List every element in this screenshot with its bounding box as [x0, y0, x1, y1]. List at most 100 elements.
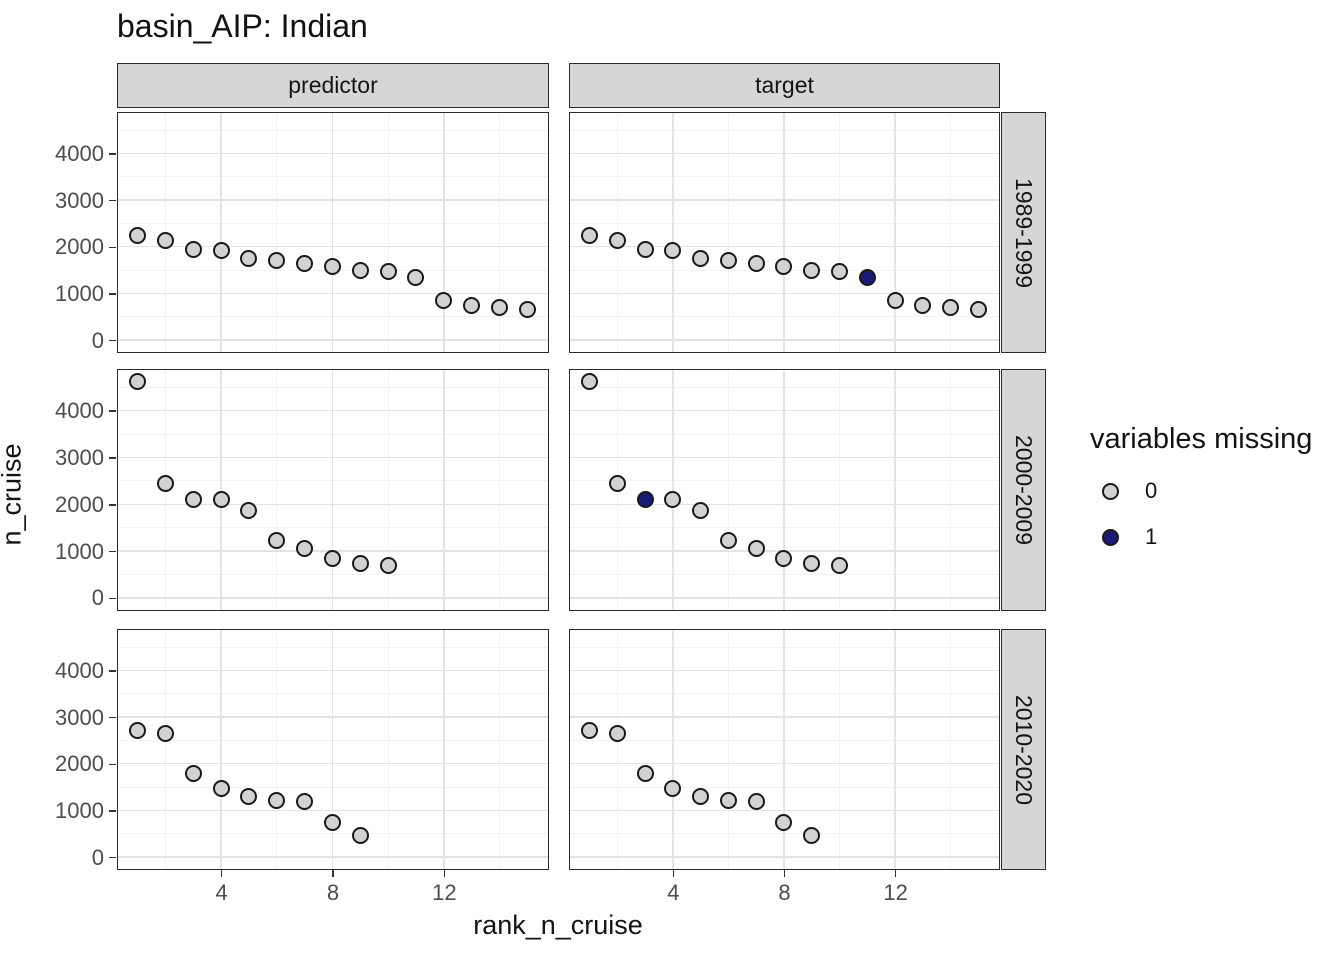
- data-point-missing-0: [803, 826, 821, 844]
- y-tick-mark: [109, 339, 116, 342]
- data-point-missing-0: [323, 550, 341, 568]
- grid-line-minor: [164, 630, 166, 869]
- data-point-missing-0: [719, 251, 737, 269]
- y-tick-mark: [109, 410, 116, 412]
- data-point-missing-0: [351, 261, 369, 279]
- grid-line-minor: [838, 630, 840, 869]
- grid-line-major: [672, 113, 674, 352]
- grid-line-major: [894, 370, 896, 610]
- y-tick-mark: [109, 597, 116, 600]
- data-point-missing-0: [240, 502, 258, 520]
- y-tick-label: 0: [91, 844, 104, 870]
- data-point-missing-0: [580, 722, 598, 740]
- facet-row-strip-label: 2010-2020: [1011, 694, 1037, 805]
- y-tick-mark: [109, 246, 116, 249]
- data-point-missing-0: [184, 764, 202, 782]
- grid-line-minor: [498, 113, 500, 352]
- data-point-missing-0: [128, 226, 146, 244]
- data-point-missing-0: [969, 300, 987, 318]
- data-point-missing-0: [490, 299, 508, 317]
- y-tick-label: 1000: [55, 538, 104, 564]
- data-point-missing-0: [719, 792, 737, 810]
- facet-panel: [569, 629, 1000, 870]
- grid-line-minor: [498, 370, 500, 610]
- grid-line-major: [220, 370, 222, 610]
- legend-item-0: 0: [1102, 474, 1340, 508]
- data-point-missing-0: [463, 297, 481, 315]
- grid-line-major: [672, 630, 674, 869]
- facet-panel: [117, 629, 549, 870]
- y-tick-label: 3000: [55, 704, 104, 730]
- legend-item-1: 1: [1102, 520, 1340, 554]
- grid-line-minor: [950, 370, 952, 610]
- grid-line-minor: [387, 630, 389, 869]
- data-point-missing-0: [775, 550, 793, 568]
- legend-item-label: 0: [1145, 478, 1158, 503]
- y-tick-label: 4000: [55, 398, 104, 424]
- data-point-missing-0: [692, 249, 710, 267]
- y-tick-label: 3000: [55, 445, 104, 471]
- grid-line-major: [783, 370, 785, 610]
- data-point-missing-0: [379, 263, 397, 281]
- data-point-missing-0: [803, 554, 821, 572]
- grid-line-minor: [838, 370, 840, 610]
- x-tick-label: 12: [432, 880, 457, 905]
- data-point-missing-0: [775, 258, 793, 276]
- facet-column-strip-label: target: [755, 72, 814, 98]
- data-point-missing-0: [608, 475, 626, 493]
- data-point-missing-0: [184, 241, 202, 259]
- x-tick-label: 12: [883, 880, 908, 905]
- facet-panel: [117, 112, 549, 353]
- grid-line-major: [443, 113, 445, 352]
- data-point-missing-0: [184, 490, 202, 508]
- data-point-missing-0: [803, 261, 821, 279]
- x-tick-mark: [783, 870, 786, 877]
- facet-panel: [569, 112, 1000, 353]
- data-point-missing-0: [296, 793, 314, 811]
- data-point-missing-0: [747, 254, 765, 272]
- data-point-missing-0: [212, 780, 230, 798]
- facet-row-strip-2010-2020: 2010-2020: [1001, 629, 1046, 870]
- data-point-missing-0: [156, 475, 174, 493]
- y-tick-mark: [109, 457, 116, 459]
- data-point-missing-0: [692, 787, 710, 805]
- facet-column-strip-predictor: predictor: [117, 63, 549, 108]
- data-point-missing-0: [435, 292, 453, 310]
- y-tick-label: 4000: [55, 658, 104, 684]
- y-tick-mark: [109, 504, 116, 506]
- y-tick-label: 3000: [55, 187, 104, 213]
- data-point-missing-0: [268, 251, 286, 269]
- data-point-missing-0: [664, 491, 682, 509]
- x-tick-label: 8: [778, 880, 791, 905]
- data-point-missing-1: [858, 269, 876, 287]
- grid-line-minor: [727, 113, 729, 352]
- data-point-missing-0: [580, 226, 598, 244]
- x-tick-label: 8: [326, 880, 340, 905]
- data-point-missing-0: [323, 258, 341, 276]
- grid-line-minor: [276, 630, 278, 869]
- data-point-missing-0: [664, 780, 682, 798]
- y-tick-mark: [109, 716, 116, 719]
- y-tick-mark: [109, 810, 116, 812]
- y-tick-mark: [109, 199, 116, 202]
- facet-column-strip-label: predictor: [288, 72, 378, 98]
- facet-row-strip-2000-2009: 2000-2009: [1001, 369, 1046, 611]
- grid-line-minor: [727, 370, 729, 610]
- data-point-missing-0: [830, 263, 848, 281]
- data-point-missing-0: [240, 249, 258, 267]
- grid-line-major: [894, 113, 896, 352]
- grid-line-minor: [727, 630, 729, 869]
- data-point-missing-0: [692, 502, 710, 520]
- data-point-missing-0: [212, 241, 230, 259]
- grid-line-minor: [838, 113, 840, 352]
- facet-row-strip-label: 1989-1999: [1011, 177, 1037, 288]
- y-axis-title: n_cruise: [0, 443, 27, 546]
- data-point-missing-0: [608, 725, 626, 743]
- x-tick-mark: [332, 870, 334, 877]
- data-point-missing-0: [830, 556, 848, 574]
- data-point-missing-0: [268, 531, 286, 549]
- data-point-missing-0: [323, 814, 341, 832]
- data-point-missing-0: [240, 787, 258, 805]
- legend-key-circle-icon: [1102, 528, 1119, 546]
